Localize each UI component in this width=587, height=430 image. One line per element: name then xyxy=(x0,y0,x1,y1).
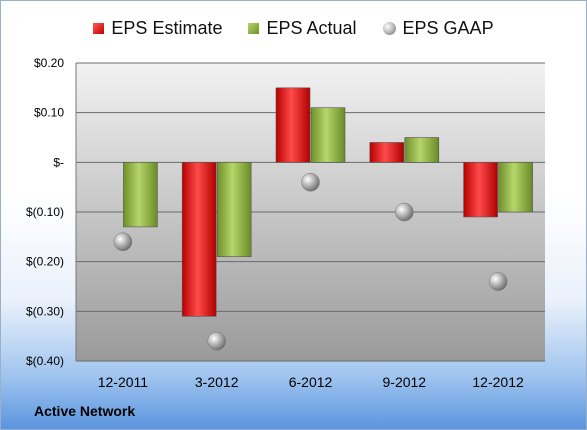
legend-item-eps-actual: EPS Actual xyxy=(248,18,357,39)
point-eps-gaap xyxy=(207,331,226,351)
bar-eps-actual xyxy=(310,107,346,163)
bar-eps-actual xyxy=(123,162,158,228)
bar-eps-estimate xyxy=(369,142,405,163)
legend-swatch-estimate xyxy=(93,23,105,34)
bar-eps-estimate xyxy=(275,87,311,163)
y-tick-label: $- xyxy=(53,155,64,169)
point-eps-gaap xyxy=(113,232,133,252)
y-tick-label: $(0.20) xyxy=(26,255,64,269)
point-eps-gaap xyxy=(488,272,508,291)
bar-eps-actual xyxy=(404,137,440,163)
legend-item-eps-gaap: EPS GAAP xyxy=(382,18,494,39)
x-tick-label: 9-2012 xyxy=(383,374,427,390)
company-name: Active Network xyxy=(34,403,136,419)
chart-legend: EPS Estimate EPS Actual EPS GAAP xyxy=(1,18,586,39)
legend-swatch-actual xyxy=(248,23,260,34)
x-tick-label: 3-2012 xyxy=(195,374,239,390)
y-tick-label: $(0.10) xyxy=(26,205,64,219)
y-tick-label: $0.10 xyxy=(34,106,64,120)
bar-eps-actual xyxy=(216,162,252,257)
y-tick-label: $0.20 xyxy=(34,56,64,70)
legend-swatch-gaap xyxy=(382,22,396,35)
bar-eps-actual xyxy=(498,162,533,213)
x-tick-label: 12-2012 xyxy=(472,374,524,390)
x-tick-label: 6-2012 xyxy=(289,374,333,390)
point-eps-gaap xyxy=(301,172,320,192)
legend-item-eps-estimate: EPS Estimate xyxy=(93,18,222,39)
y-tick-label: $(0.40) xyxy=(26,354,64,368)
bar-eps-estimate xyxy=(463,162,498,218)
legend-label-gaap: EPS GAAP xyxy=(402,18,494,38)
bar-eps-estimate xyxy=(181,162,217,317)
point-eps-gaap xyxy=(395,202,414,222)
legend-label-actual: EPS Actual xyxy=(266,18,357,38)
y-tick-label: $(0.30) xyxy=(26,304,64,318)
legend-label-estimate: EPS Estimate xyxy=(111,18,223,38)
x-tick-label: 12-2011 xyxy=(98,374,149,390)
